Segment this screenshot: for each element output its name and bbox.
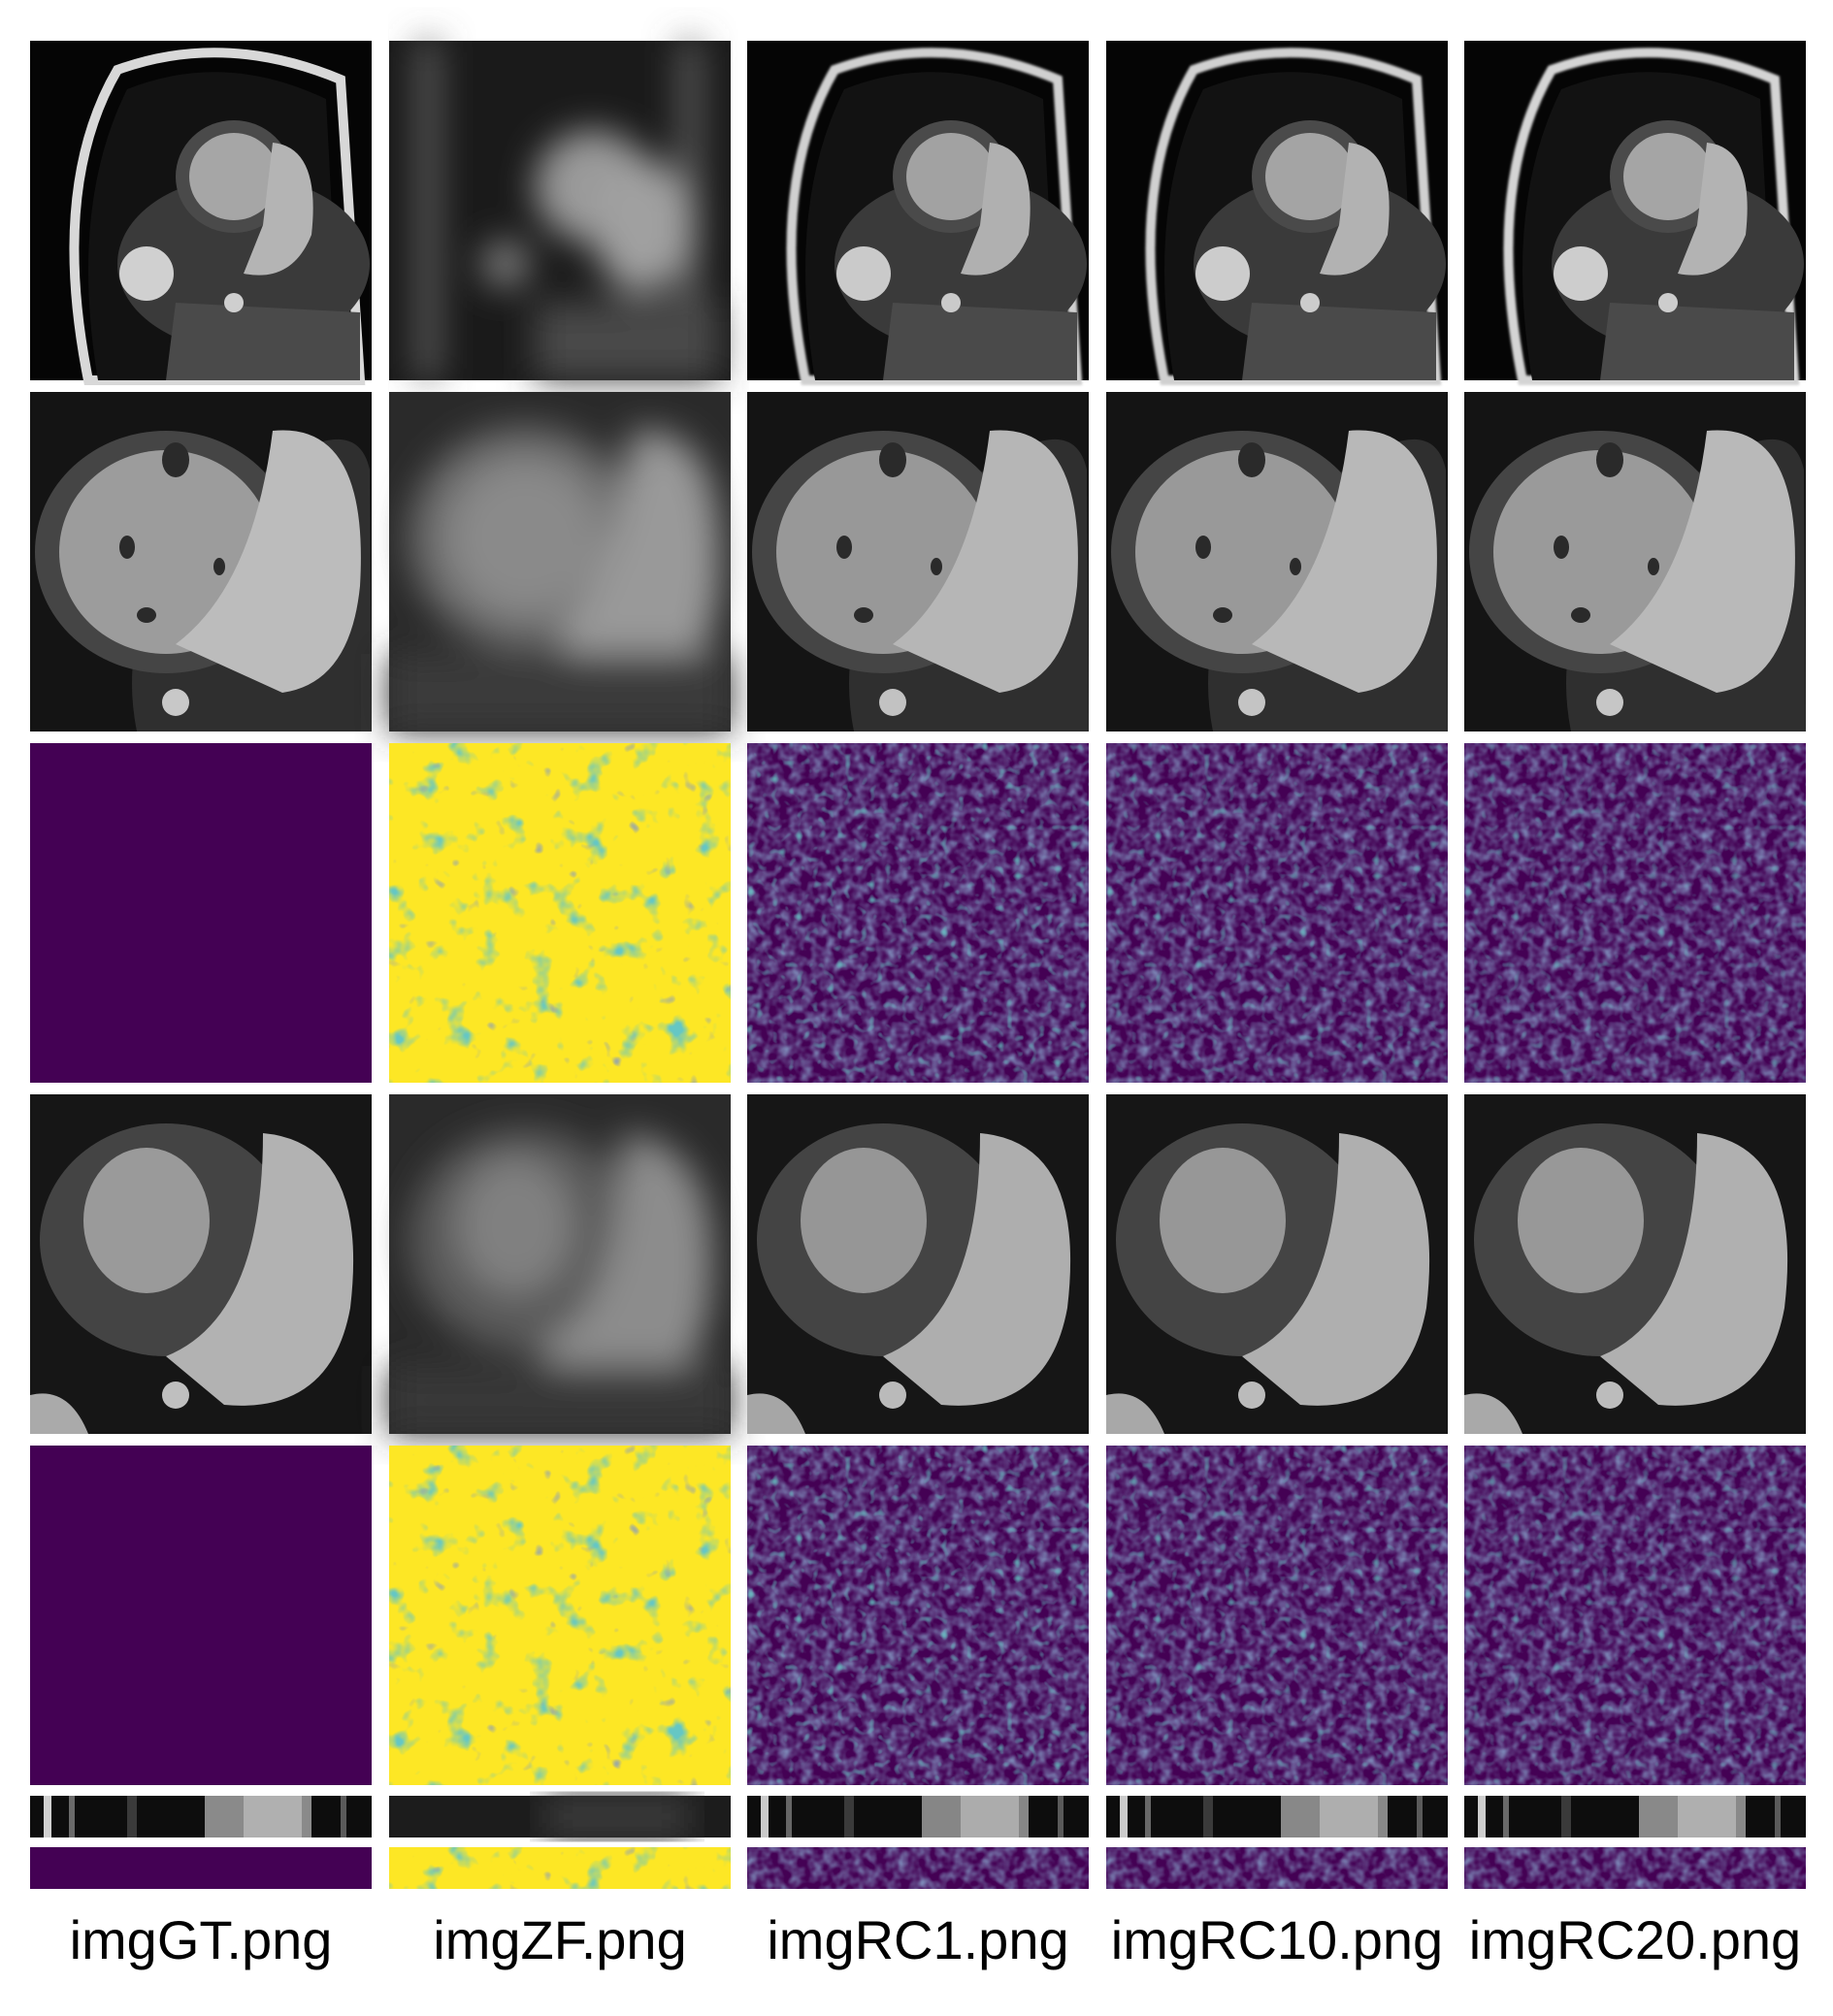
column-label-rc20: imgRC20.png [1468, 1909, 1802, 1970]
tile-rc20-profile [1464, 1796, 1806, 1837]
tile-zf-error-a [389, 743, 731, 1083]
row-error-a [30, 743, 1806, 1083]
column-label-rc10: imgRC10.png [1110, 1909, 1444, 1970]
tile-rc10-crop-a [1106, 392, 1448, 732]
tile-zf-error-b [389, 1446, 731, 1785]
tile-zf-profile [389, 1796, 731, 1837]
row-temporal-profile [30, 1796, 1806, 1837]
column-label-rc1: imgRC1.png [767, 1909, 1069, 1970]
tile-rc10-crop-b [1106, 1094, 1448, 1434]
tile-gt-full [30, 41, 372, 385]
tile-gt-profile [30, 1796, 372, 1837]
column-label-gt: imgGT.png [69, 1909, 333, 1970]
row-temporal-error [30, 1847, 1806, 1889]
tile-rc20-crop-b [1464, 1094, 1806, 1434]
tile-gt-crop-b [30, 1094, 372, 1434]
tile-rc10-error-b [1106, 1446, 1448, 1785]
column-label-zf: imgZF.png [433, 1909, 687, 1970]
tile-rc1-error-b [747, 1446, 1089, 1785]
tile-zf-crop-a [389, 392, 731, 732]
tile-rc10-error-profile [1106, 1847, 1448, 1889]
tile-rc20-crop-a [1464, 392, 1806, 732]
tile-zf-crop-b [389, 1094, 731, 1434]
tile-rc20-full [1464, 41, 1806, 385]
tile-rc1-error-profile [747, 1847, 1089, 1889]
tile-rc10-full [1106, 41, 1448, 385]
tile-rc1-crop-a [747, 392, 1089, 732]
row-error-b [30, 1446, 1806, 1785]
tile-gt-error-profile [30, 1847, 372, 1889]
row-crop-a [30, 392, 1806, 732]
tile-rc1-full [747, 41, 1089, 385]
tile-rc1-profile [747, 1796, 1089, 1837]
tile-gt-error-a [30, 743, 372, 1083]
tile-gt-error-b [30, 1446, 372, 1785]
tile-rc20-error-b [1464, 1446, 1806, 1785]
tile-zf-error-profile [389, 1847, 731, 1889]
tile-rc1-crop-b [747, 1094, 1089, 1434]
tile-rc20-error-a [1464, 743, 1806, 1083]
tile-rc1-error-a [747, 743, 1089, 1083]
tile-gt-crop-a [30, 392, 372, 732]
tile-rc20-error-profile [1464, 1847, 1806, 1889]
tile-zf-full [389, 41, 731, 380]
tile-rc10-error-a [1106, 743, 1448, 1083]
row-crop-b [30, 1094, 1806, 1434]
tile-rc10-profile [1106, 1796, 1448, 1837]
row-full-view [30, 41, 1806, 385]
